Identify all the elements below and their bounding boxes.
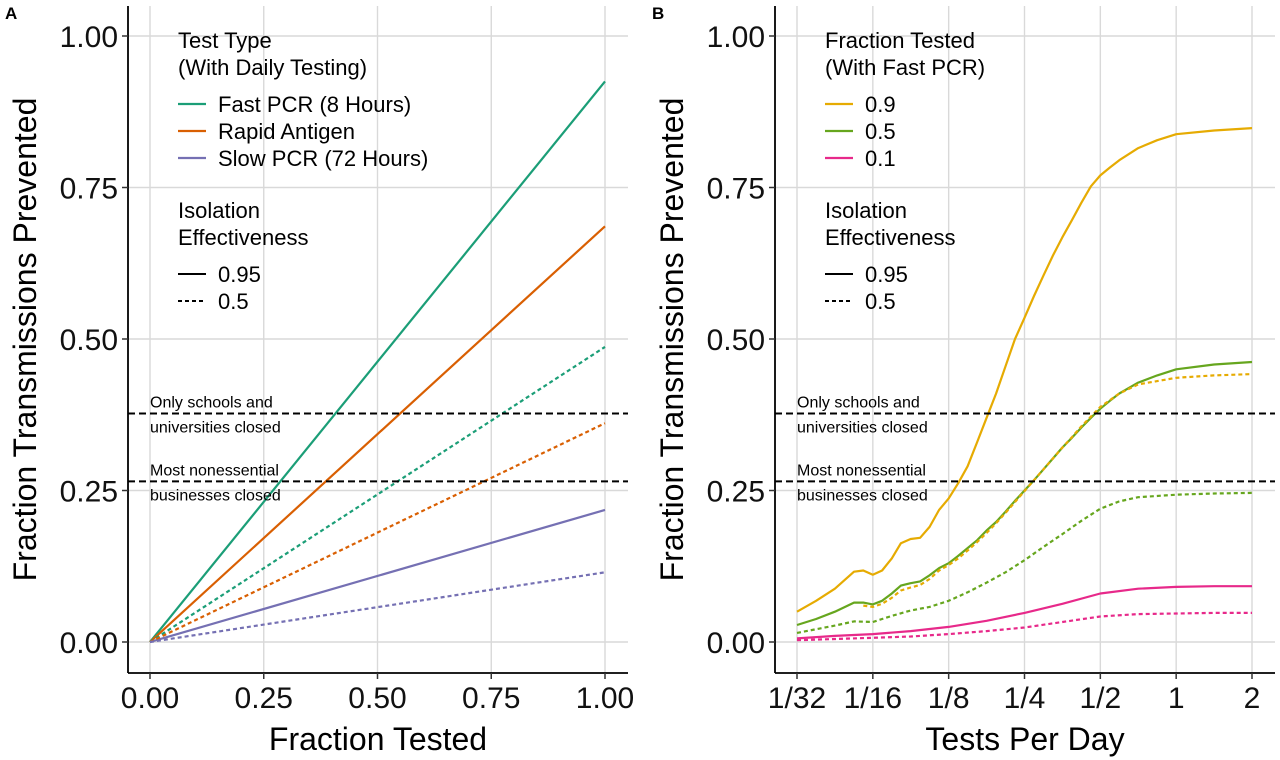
legend-title: Isolation xyxy=(178,198,260,223)
y-axis-title: Fraction Transmissions Prevented xyxy=(654,98,690,582)
reference-label: universities closed xyxy=(150,420,281,437)
panel-b: 0.00 0.25 0.50 0.75 1.00 1/32 1/16 1/8 1/4 1/2 1 2 T… xyxy=(652,4,1275,757)
series-line xyxy=(796,491,1253,634)
panel-a: 0.00 0.25 0.50 0.75 1.00 0.00 0.25 0.50 0.75 1.00… xyxy=(5,4,634,757)
y-tick-label: 0.00 xyxy=(707,627,765,660)
legend-label: 0.9 xyxy=(865,92,896,117)
legend-label: Rapid Antigen xyxy=(218,119,355,144)
y-tick-label: 1.00 xyxy=(60,21,118,54)
panel-label: B xyxy=(652,4,664,23)
legend-title: Isolation xyxy=(825,198,907,223)
x-tick-label: 1 xyxy=(1168,682,1185,715)
y-tick-label: 0.75 xyxy=(707,173,765,206)
legend: Test Type(With Daily Testing) Fast PCR (8… xyxy=(178,28,428,314)
reference-label: businesses closed xyxy=(797,487,928,504)
reference-label: Only schools and xyxy=(797,395,920,412)
x-tick-label: 1/32 xyxy=(768,682,826,715)
legend-label: 0.5 xyxy=(865,119,896,144)
series-line xyxy=(796,611,1252,642)
series-line xyxy=(149,345,606,643)
legend-label: 0.5 xyxy=(865,289,896,314)
x-tick-label: 0.25 xyxy=(235,682,293,715)
y-tick-label: 0.00 xyxy=(60,627,118,660)
x-tick-label: 0.75 xyxy=(462,682,520,715)
legend-label: 0.5 xyxy=(218,289,249,314)
series-line xyxy=(863,373,1253,609)
reference-label: Most nonessential xyxy=(797,462,926,479)
legend-label: 0.95 xyxy=(865,262,908,287)
grid xyxy=(128,6,628,673)
x-tick-label: 1/4 xyxy=(1004,682,1046,715)
legend-title: Fraction Tested xyxy=(825,28,975,53)
y-tick-label: 0.50 xyxy=(60,324,118,357)
series-line xyxy=(796,585,1252,640)
series-line xyxy=(796,127,1253,613)
x-tick-label: 1/8 xyxy=(928,682,970,715)
legend-title: (With Daily Testing) xyxy=(178,55,367,80)
legend-label: 0.1 xyxy=(865,146,896,171)
x-tick-label: 2 xyxy=(1244,682,1261,715)
legend-label: Slow PCR (72 Hours) xyxy=(218,146,428,171)
series-line xyxy=(149,508,606,644)
reference-label: Only schools and xyxy=(150,395,273,412)
legend-label: Fast PCR (8 Hours) xyxy=(218,92,411,117)
x-tick-label: 0.50 xyxy=(348,682,406,715)
reference-label: businesses closed xyxy=(150,487,281,504)
x-tick-label: 1/2 xyxy=(1079,682,1121,715)
series-line xyxy=(149,225,606,643)
series-line xyxy=(149,80,606,643)
legend-title: (With Fast PCR) xyxy=(825,55,985,80)
reference-label: universities closed xyxy=(797,420,928,437)
series-group xyxy=(149,80,606,644)
legend-title: Effectiveness xyxy=(178,225,308,250)
legend: Fraction Tested(With Fast PCR)0.90.50.1I… xyxy=(825,28,985,314)
reference-label: Most nonessential xyxy=(150,462,279,479)
series-group xyxy=(796,127,1253,642)
legend-title: Effectiveness xyxy=(825,225,955,250)
x-tick-label: 0.00 xyxy=(121,682,179,715)
y-tick-label: 0.50 xyxy=(707,324,765,357)
y-axis-title: Fraction Transmissions Prevented xyxy=(7,98,43,582)
y-tick-label: 0.25 xyxy=(60,476,118,509)
series-line xyxy=(149,422,606,643)
x-tick-label: 1/16 xyxy=(844,682,902,715)
y-tick-label: 0.25 xyxy=(707,476,765,509)
legend-title: Test Type xyxy=(178,28,272,53)
x-tick-label: 1.00 xyxy=(576,682,634,715)
y-tick-label: 0.75 xyxy=(60,173,118,206)
y-tick-label: 1.00 xyxy=(707,21,765,54)
grid xyxy=(775,6,1275,673)
x-axis-title: Tests Per Day xyxy=(925,721,1124,757)
legend-label: 0.95 xyxy=(218,262,261,287)
panel-label: A xyxy=(5,4,17,23)
x-axis-title: Fraction Tested xyxy=(269,721,487,757)
